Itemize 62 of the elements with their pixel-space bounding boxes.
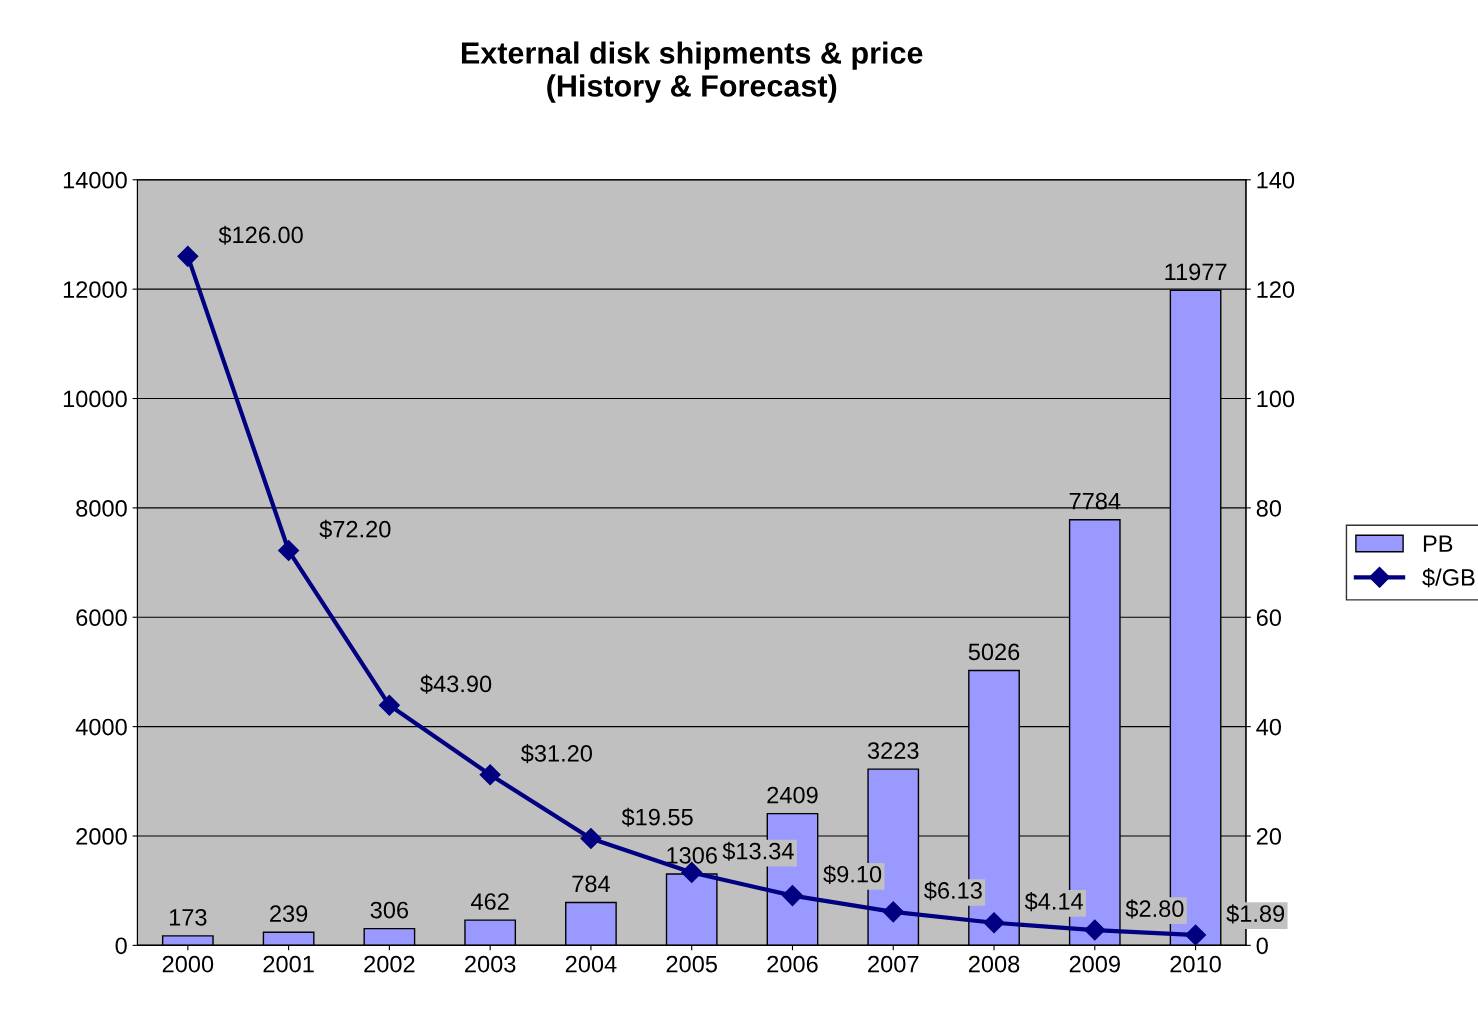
point [378, 694, 400, 716]
data-label: 173 [169, 908, 207, 926]
point [1084, 919, 1106, 941]
data-label: $4.14 [1024, 892, 1083, 912]
data-label: $72.20 [319, 519, 391, 539]
data-label: $19.55 [621, 807, 693, 827]
point [882, 901, 904, 923]
x-tick-label: 2001 [263, 955, 314, 973]
x-tick-label: 2000 [162, 955, 214, 973]
data-label: 239 [270, 905, 308, 923]
y2-tick-label: 100 [1257, 390, 1295, 408]
x-tick-label: 2009 [1069, 955, 1120, 973]
y-tick-label: 8000 [76, 499, 127, 517]
y2-tick-label: 0 [1256, 937, 1268, 955]
data-label: $31.20 [520, 744, 593, 764]
point [177, 245, 199, 267]
x-tick-label: 2002 [364, 955, 415, 973]
y2-tick-label: 80 [1256, 499, 1282, 517]
chart-title: External disk shipments & price (History & Forecast) [461, 41, 923, 103]
y-tick-label: 12000 [63, 281, 127, 298]
point [278, 540, 300, 562]
x-tick-label: 2004 [565, 955, 617, 973]
point [1185, 924, 1207, 946]
x-tick-label: 2006 [767, 955, 818, 973]
y-tick-label: 6000 [76, 609, 127, 627]
y-tick-label: 0 [115, 937, 127, 955]
y2-tick-label: 120 [1257, 281, 1295, 298]
x-tick-label: 2008 [968, 955, 1020, 973]
x-tick-label: 2003 [465, 955, 516, 973]
data-label: 462 [471, 893, 509, 910]
data-label: 3223 [867, 742, 919, 759]
data-label: $1.89 [1226, 904, 1285, 924]
data-label: 306 [370, 901, 409, 919]
data-label: $43.90 [420, 674, 492, 694]
y2-tick-label: 140 [1257, 171, 1295, 189]
y-tick-label: 2000 [76, 828, 127, 845]
point [479, 764, 501, 786]
legend-label: PB [1423, 535, 1453, 552]
data-label: $2.80 [1125, 899, 1184, 919]
y-tick-label: 4000 [75, 718, 127, 736]
point [983, 912, 1005, 934]
y2-tick-label: 40 [1256, 718, 1282, 736]
y-tick-label: 14000 [63, 171, 127, 189]
data-label: 2409 [767, 786, 818, 804]
data-label: $6.13 [924, 881, 982, 901]
point [781, 885, 803, 907]
x-tick-label: 2010 [1170, 955, 1221, 973]
data-label: 7784 [1069, 492, 1121, 510]
data-label: 5026 [968, 643, 1020, 661]
data-label: $126.00 [218, 225, 303, 245]
data-label: 11977 [1165, 263, 1227, 281]
y-tick-label: 10000 [63, 390, 127, 408]
x-tick-label: 2005 [666, 955, 717, 973]
data-label: 784 [572, 875, 610, 893]
data-label: 1306 [667, 847, 717, 864]
y2-tick-label: 60 [1256, 609, 1282, 627]
point [580, 827, 602, 849]
y2-tick-label: 20 [1256, 828, 1282, 845]
data-label: $9.10 [823, 864, 882, 884]
data-label: $13.34 [722, 841, 794, 861]
legend-label: $/GB [1422, 568, 1475, 588]
x-tick-label: 2007 [868, 955, 919, 973]
